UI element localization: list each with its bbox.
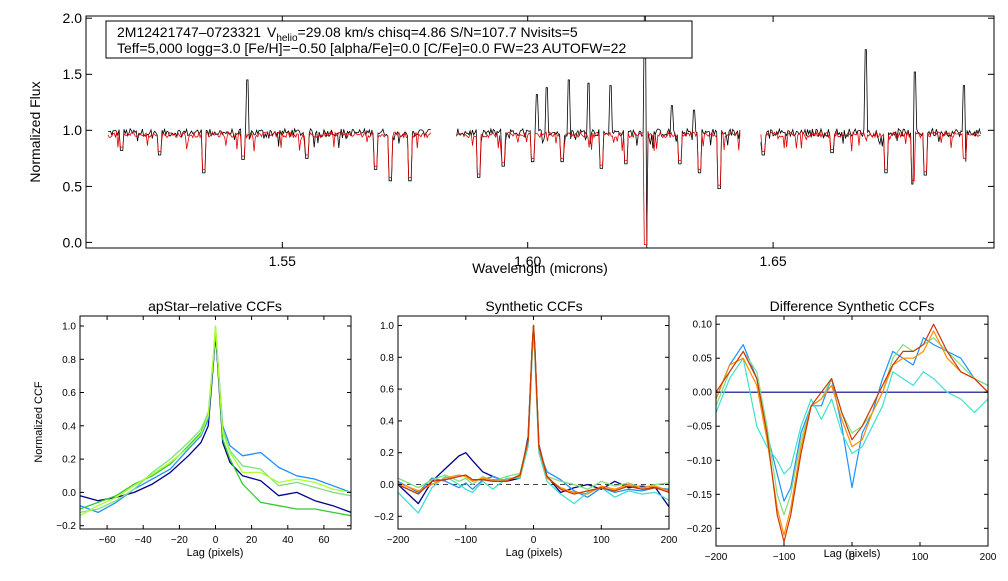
- spectrum-series-model-detector-green: [456, 130, 741, 246]
- synthetic-ccf-xtick-label: 100: [593, 535, 610, 546]
- apstar-ccf-axes: −60 −40 −20 0 20 40 60 −0.2 0.0 0.2 0.4 0.6 0.8 1.0: [56, 316, 351, 546]
- apstar-ccf-ytick-label: 0.8: [62, 355, 76, 366]
- apstar-ccf-ytick-label: −0.2: [56, 521, 76, 532]
- apstar-ccf-title: apStar–relative CCFs: [148, 298, 282, 314]
- difference-ccf-series-visit-2: [715, 337, 989, 502]
- apstar-ccf-xlabel: Lag (pixels): [187, 547, 244, 559]
- difference-ccf-ytick-label: 0.00: [693, 388, 713, 399]
- spectrum-ytick-label: 1.0: [63, 122, 83, 138]
- synthetic-ccf-xtick-label: −100: [455, 535, 478, 546]
- synthetic-ccf-xtick-label: 0: [531, 535, 537, 546]
- difference-ccf-ytick-label: −0.20: [687, 524, 713, 535]
- difference-ccf-xtick-label: −100: [773, 552, 796, 563]
- apstar-ccf-plot-area: [79, 325, 352, 517]
- synthetic-ccf-ytick-label: 0.0: [380, 480, 394, 491]
- apstar-ccf-xtick-label: −60: [99, 535, 116, 546]
- annotation-vhelio-subscript: helio: [276, 33, 298, 44]
- apstar-ccf-series-visit-2: [79, 330, 352, 514]
- apstar-ccf-ytick-label: 0.4: [62, 421, 76, 432]
- difference-ccf-plot-area: [715, 323, 989, 543]
- synthetic-ccf-axes: −200 −100 0 100 200 −0.2 0.0 0.2 0.4 0.6 0.8 1.0: [374, 316, 678, 546]
- annotation-line-2: Teff=5,000 logg=3.0 [Fe/H]=−0.50 [alpha/…: [117, 40, 626, 56]
- synthetic-ccf-xtick-label: 200: [661, 535, 678, 546]
- synthetic-ccf-ytick-label: 0.2: [380, 448, 394, 459]
- spectrum-ytick-label: 0.0: [63, 234, 83, 250]
- annotation-vhelio-label: V: [267, 24, 277, 40]
- difference-ccf-ytick-label: 0.10: [693, 320, 713, 331]
- annotation-line-1: 2M12421747–0723321 Vhelio=29.08 km/s chis…: [117, 24, 578, 44]
- apstar-ccf-xtick-label: −40: [135, 535, 152, 546]
- difference-ccf-xtick-label: 100: [912, 552, 929, 563]
- synthetic-ccf-panel: Synthetic CCFs −200 −100 0 100 200 −0.2 0.0 0.2…: [374, 298, 678, 559]
- synthetic-ccf-ytick-label: 0.8: [380, 353, 394, 364]
- spectrum-ylabel: Normalized Flux: [27, 81, 43, 182]
- synthetic-ccf-xtick-label: −200: [387, 535, 410, 546]
- difference-ccf-xtick-label: 0: [849, 552, 855, 563]
- apstar-ccf-xtick-label: 20: [246, 535, 258, 546]
- apstar-ccf-ylabel: Normalized CCF: [33, 381, 45, 463]
- apstar-ccf-series-visit-3: [79, 325, 352, 514]
- synthetic-ccf-ytick-label: 1.0: [380, 321, 394, 332]
- synthetic-ccf-ytick-label: 0.4: [380, 416, 394, 427]
- spectrum-frame: [85, 15, 995, 249]
- spectrum-ytick-label: 0.5: [63, 178, 83, 194]
- synthetic-ccf-ytick-label: −0.2: [374, 512, 394, 523]
- difference-ccf-series-visit-6: [715, 323, 989, 543]
- spectrum-xtick-label: 1.55: [269, 253, 296, 269]
- synthetic-ccf-ytick-label: 0.6: [380, 385, 394, 396]
- spectrum-plot-area: [107, 15, 981, 249]
- apstar-ccf-panel: apStar–relative CCFs −60 −40 −20 0 20 40 60 −0.…: [33, 298, 352, 559]
- synthetic-ccf-xlabel: Lag (pixels): [506, 547, 563, 559]
- spectrum-xlabel: Wavelength (microns): [472, 260, 608, 276]
- synthetic-ccf-series-visit-2: [397, 328, 670, 498]
- apstar-ccf-xtick-label: 0: [213, 535, 219, 546]
- apstar-ccf-ytick-label: 1.0: [62, 322, 76, 333]
- annotation-line-1-rest: =29.08 km/s chisq=4.86 S/N=107.7 Nvisits…: [298, 24, 578, 40]
- apstar-ccf-xtick-label: 60: [318, 535, 330, 546]
- synthetic-ccf-series-visit-6: [397, 324, 670, 495]
- difference-ccf-series-visit-4: [715, 337, 989, 516]
- spectrum-axes: 1.55 1.60 1.65 0.0 0.5 1.0 1.5 2.0: [63, 10, 994, 269]
- synthetic-ccf-frame: [397, 315, 670, 530]
- apstar-ccf-series-visit-5: [79, 325, 352, 517]
- synthetic-ccf-series-visit-4: [397, 324, 670, 490]
- spectrum-xtick-label: 1.65: [759, 253, 786, 269]
- apstar-ccf-ytick-label: 0.2: [62, 455, 76, 466]
- difference-ccf-xtick-label: −200: [705, 552, 728, 563]
- spectrum-series-observed-detector-green: [456, 15, 741, 249]
- apstar-ccf-ytick-label: 0.6: [62, 388, 76, 399]
- difference-ccf-xlabel: Lag (pixels): [824, 548, 881, 560]
- spectrum-xtick-label: 1.60: [514, 253, 541, 269]
- spectrum-ytick-label: 2.0: [63, 10, 83, 26]
- difference-ccf-axes: −200 −100 0 100 200 −0.20 −0.15 −0.10 −0.05 0.00 0…: [687, 316, 997, 563]
- apstar-ccf-xtick-label: −20: [171, 535, 188, 546]
- difference-ccf-series-visit-3: [715, 357, 989, 475]
- apstar-ccf-xtick-label: 40: [282, 535, 294, 546]
- synthetic-ccf-plot-area: [397, 324, 670, 514]
- spectrum-series-model-detector-blue: [107, 130, 432, 178]
- spectrum-ytick-label: 1.5: [63, 66, 83, 82]
- difference-ccf-ytick-label: 0.05: [693, 354, 713, 365]
- annotation-star-name: 2M12421747–0723321: [117, 24, 261, 40]
- difference-ccf-panel: Difference Synthetic CCFs −200 −100 0 100 20…: [687, 298, 997, 563]
- spectrum-panel: 1.55 1.60 1.65 0.0 0.5 1.0 1.5 2.0 Wavelength (…: [27, 10, 995, 276]
- apstar-ccf-ytick-label: 0.0: [62, 488, 76, 499]
- annotation-box: [105, 20, 693, 59]
- spectrum-series-observed-detector-blue: [108, 79, 431, 182]
- difference-ccf-ytick-label: −0.15: [687, 490, 713, 501]
- difference-ccf-ytick-label: −0.05: [687, 422, 713, 433]
- apstar-ccf-series-visit-4: [79, 326, 352, 517]
- difference-ccf-title: Difference Synthetic CCFs: [770, 298, 935, 314]
- difference-ccf-ytick-label: −0.10: [687, 456, 713, 467]
- spectrum-series-observed-detector-red: [760, 49, 981, 185]
- spectrum-series-model-detector-red: [760, 130, 981, 182]
- difference-ccf-xtick-label: 200: [980, 552, 997, 563]
- synthetic-ccf-series-visit-5: [397, 324, 670, 495]
- synthetic-ccf-title: Synthetic CCFs: [485, 298, 582, 314]
